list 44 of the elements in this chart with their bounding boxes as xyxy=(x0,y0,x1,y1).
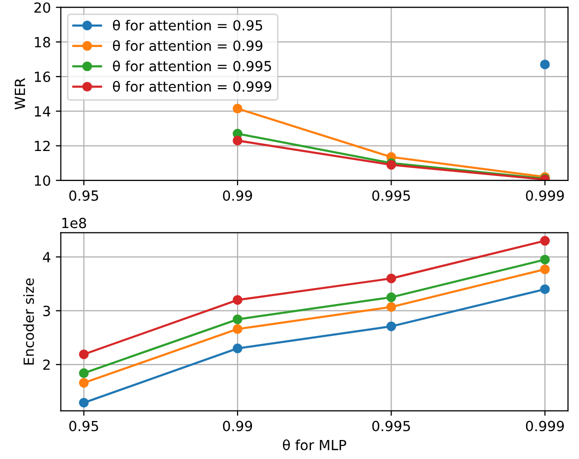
legend-label: θ for attention = 0.995 xyxy=(112,60,271,72)
point xyxy=(386,292,396,302)
x-tick-label: 0.999 xyxy=(526,420,564,432)
point xyxy=(540,60,550,70)
y-tick-label: 14 xyxy=(34,106,50,116)
point xyxy=(232,344,242,354)
y-axis-title: WER xyxy=(14,78,25,110)
y-tick-label: 3 xyxy=(43,306,50,316)
point xyxy=(386,302,396,312)
y-axis-title: Encoder size xyxy=(23,278,34,364)
x-tick-label: 0.95 xyxy=(69,420,98,432)
point xyxy=(540,254,550,264)
point xyxy=(78,398,89,408)
point xyxy=(78,378,89,388)
y-tick-label: 18 xyxy=(34,36,50,48)
x-axis-title: θ for MLP xyxy=(282,439,346,450)
point xyxy=(540,236,550,246)
point xyxy=(232,324,242,334)
point xyxy=(232,136,242,146)
point xyxy=(78,368,89,378)
x-tick-label: 0.995 xyxy=(372,190,410,201)
point xyxy=(540,264,550,274)
x-tick-label: 0.99 xyxy=(223,190,252,201)
point xyxy=(386,274,396,284)
point xyxy=(386,321,396,332)
point xyxy=(232,104,242,114)
y-tick-label: 2 xyxy=(43,360,50,370)
point xyxy=(232,295,242,305)
legend-label: θ for attention = 0.99 xyxy=(112,40,262,51)
text: 1e8 xyxy=(62,218,86,228)
x-tick-label: 0.95 xyxy=(69,190,98,201)
legend-label: θ for attention = 0.95 xyxy=(112,20,262,31)
point xyxy=(232,314,242,324)
y-tick-label: 12 xyxy=(34,140,50,152)
x-tick-label: 0.99 xyxy=(223,420,252,432)
x-tick-label: 0.999 xyxy=(526,190,564,201)
x-tick-label: 0.995 xyxy=(372,420,410,432)
point xyxy=(540,284,550,294)
y-tick-label: 4 xyxy=(42,252,50,262)
y-tick-label: 16 xyxy=(34,72,50,82)
y-tick-label: 10 xyxy=(34,175,50,186)
y-tick-label: 20 xyxy=(34,2,50,13)
legend-label: θ for attention = 0.999 xyxy=(112,80,272,92)
point xyxy=(78,349,89,360)
